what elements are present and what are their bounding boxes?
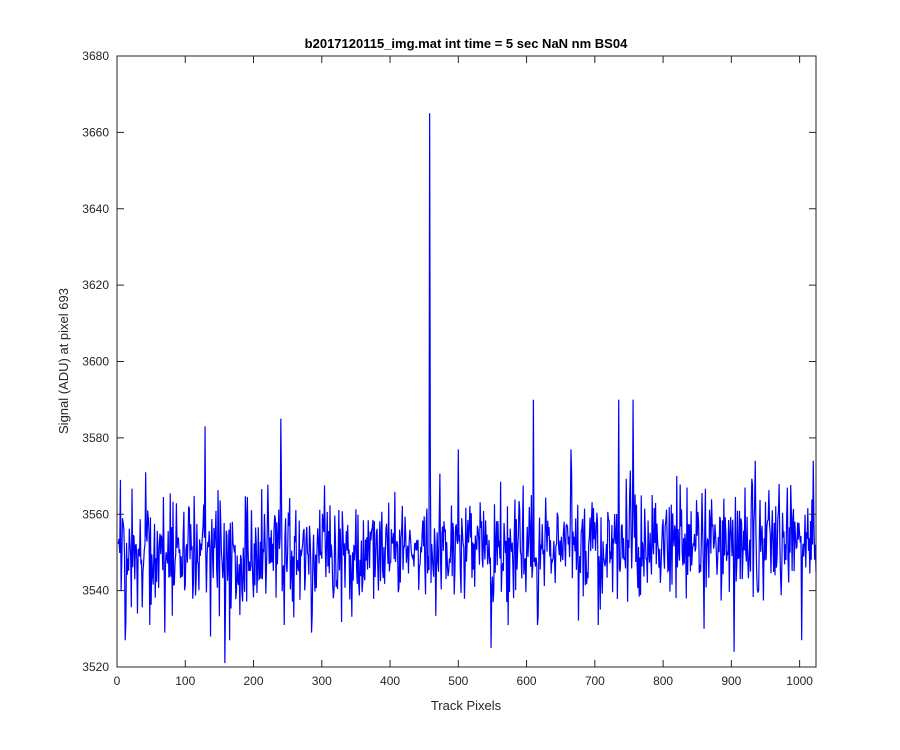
x-tick-label: 100 xyxy=(175,674,195,688)
x-tick-label: 200 xyxy=(244,674,264,688)
x-tick-label: 400 xyxy=(380,674,400,688)
y-axis-label: Signal (ADU) at pixel 693 xyxy=(56,288,71,434)
x-axis: 0 100 200 300 400 500 600 700 800 900 1000 xyxy=(114,56,813,688)
y-tick-label: 3620 xyxy=(82,278,109,292)
y-tick-label: 3580 xyxy=(82,431,109,445)
y-tick-label: 3540 xyxy=(82,584,109,598)
y-tick-label: 3560 xyxy=(82,507,109,521)
x-tick-label: 1000 xyxy=(786,674,813,688)
x-tick-label: 700 xyxy=(585,674,605,688)
x-axis-label: Track Pixels xyxy=(431,698,502,713)
x-tick-label: 800 xyxy=(653,674,673,688)
data-layer xyxy=(117,113,817,664)
signal-series-line xyxy=(117,113,817,664)
y-tick-label: 3660 xyxy=(82,125,109,139)
y-tick-label: 3520 xyxy=(82,660,109,674)
x-tick-label: 0 xyxy=(114,674,121,688)
x-tick-label: 500 xyxy=(448,674,468,688)
x-tick-label: 600 xyxy=(517,674,537,688)
y-axis: 3520 3540 3560 3580 3600 3620 3640 3660 3680 xyxy=(82,49,816,674)
y-tick-label: 3600 xyxy=(82,355,109,369)
chart-title: b2017120115_img.mat int time = 5 sec NaN… xyxy=(305,36,628,51)
y-tick-label: 3680 xyxy=(82,49,109,63)
y-tick-label: 3640 xyxy=(82,202,109,216)
x-tick-label: 900 xyxy=(721,674,741,688)
plot-area-background xyxy=(117,56,816,667)
x-tick-label: 300 xyxy=(312,674,332,688)
